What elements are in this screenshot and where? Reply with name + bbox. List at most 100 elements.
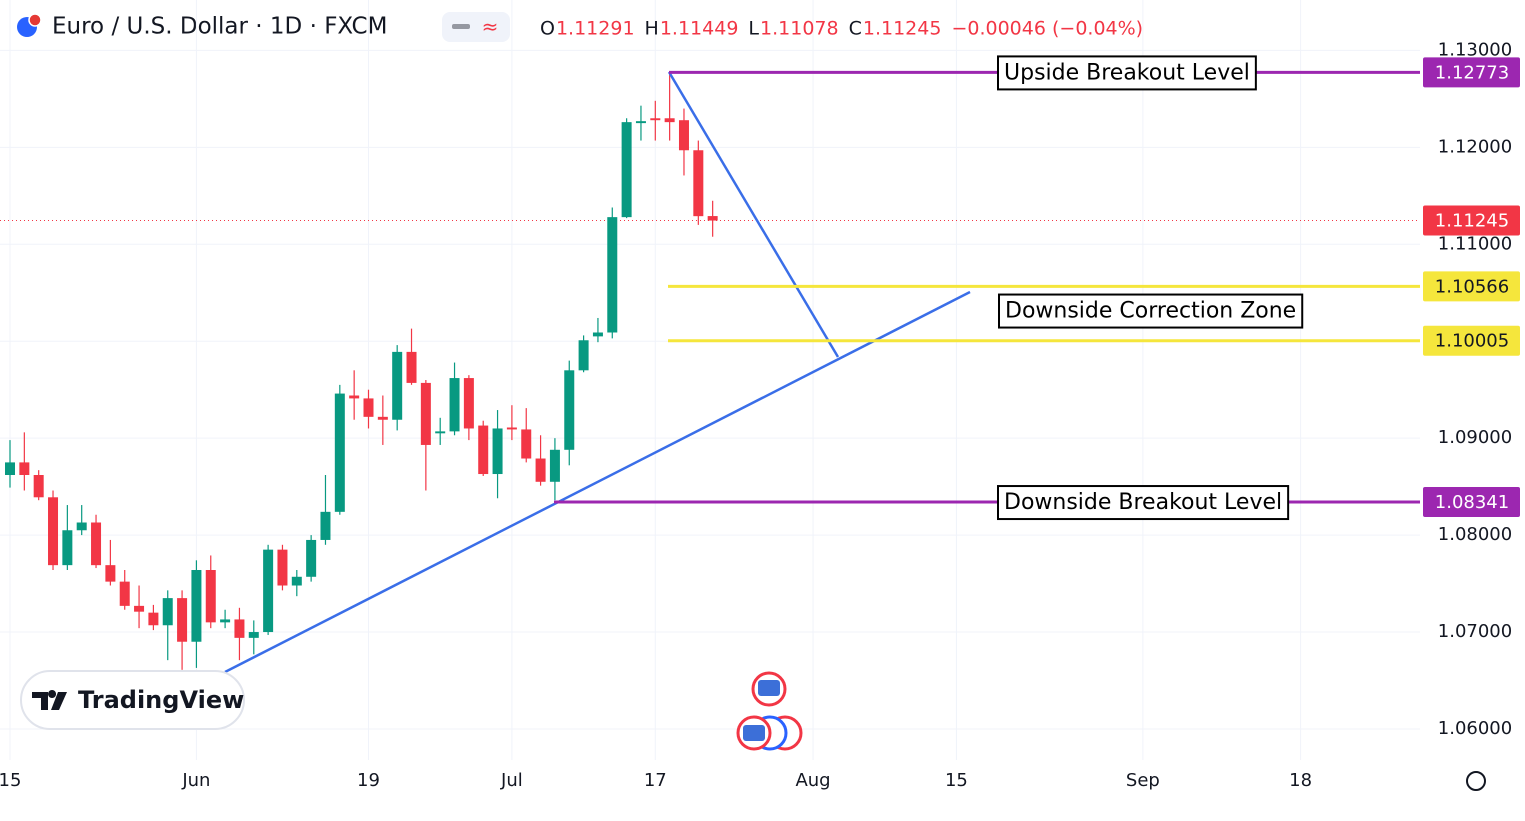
price-tag (1423, 271, 1520, 302)
y-tick-label: 1.09000 (1438, 427, 1512, 448)
icon (452, 24, 470, 29)
candle-body (177, 598, 188, 642)
icon: ≈ (482, 15, 499, 39)
logo-icon (32, 690, 67, 710)
x-tick-label: 19 (357, 770, 380, 791)
level-label: Upside Breakout Level (1004, 60, 1250, 85)
indicator-toggle[interactable] (442, 12, 510, 42)
candle-body (650, 118, 661, 121)
candle-body (521, 429, 532, 459)
candle-body (349, 395, 360, 399)
header: Euro / U.S. Dollar · 1D · FXCM ≈ (17, 12, 510, 42)
price-tag (1423, 205, 1520, 236)
logo-text: TradingView (78, 686, 244, 714)
candle-body (678, 120, 689, 151)
ohlc-label: L (748, 18, 759, 40)
candle-body (134, 605, 145, 612)
price-tag (1423, 487, 1520, 518)
level-label: Downside Breakout Level (1004, 490, 1282, 515)
trend-line (667, 71, 840, 358)
candle-body (191, 570, 202, 642)
candle-body (334, 393, 345, 512)
price-tag-label: 1.11245 (1435, 211, 1509, 232)
candle-body (119, 581, 130, 606)
candle-body (291, 576, 302, 586)
symbol-title: Euro / U.S. Dollar · 1D · FXCM (52, 14, 387, 40)
candle-body (162, 598, 173, 626)
candle-body (277, 549, 288, 586)
candle-body (506, 427, 517, 430)
x-tick-label: 15 (0, 770, 21, 791)
price-tag-label: 1.10005 (1435, 331, 1509, 352)
ohlc-value: 1.11449 (660, 18, 739, 40)
candle-body (435, 431, 446, 434)
candle-body (205, 570, 216, 623)
ohlc-label: O (540, 18, 555, 40)
candle-body (578, 340, 589, 371)
candle-body (607, 217, 618, 333)
logo-badge[interactable] (20, 670, 245, 730)
candle-body (592, 332, 603, 337)
candle-body (363, 398, 374, 417)
candle-body (5, 462, 15, 475)
flag (743, 725, 765, 741)
x-tick-label: Jun (181, 770, 210, 791)
x-tick-label: Sep (1126, 770, 1160, 791)
y-tick-label: 1.07000 (1438, 621, 1512, 642)
candle-body (420, 382, 431, 445)
level-label-box (997, 55, 1257, 91)
ohlc-value: 1.11078 (760, 18, 839, 40)
candle-body (220, 619, 231, 623)
candle-body (664, 118, 675, 123)
change: −0.00046 (−0.04%) (951, 18, 1143, 40)
candle-body (707, 216, 718, 221)
candle-body (549, 449, 560, 482)
candle-body (492, 428, 503, 475)
candle-body (449, 378, 460, 432)
plot-area (0, 0, 1420, 760)
candle-body (406, 351, 417, 383)
price-tag (1423, 325, 1520, 356)
annotation: Downside Correction Zone (1005, 299, 1296, 324)
x-tick-label: Jul (500, 770, 523, 791)
candle-body (48, 497, 59, 566)
x-tick-label: Aug (795, 770, 830, 791)
y-tick-label: 1.11000 (1438, 233, 1512, 254)
trend-line (224, 290, 971, 674)
candle-body (478, 425, 489, 475)
candle-body (19, 462, 30, 475)
y-tick-label: 1.08000 (1438, 524, 1512, 545)
candle-body (463, 378, 474, 429)
candle-body (33, 475, 44, 498)
candle-body (535, 458, 546, 482)
x-tick-label: 15 (945, 770, 968, 791)
candle-body (148, 612, 159, 626)
y-tick-label: 1.12000 (1438, 136, 1512, 157)
symbol-icon (28, 13, 42, 27)
candle-body (263, 549, 274, 633)
watermark: TradingView (20, 670, 245, 730)
price-tag (1423, 57, 1520, 88)
ohlc-label: H (645, 18, 659, 40)
y-tick-label: 1.06000 (1438, 718, 1512, 739)
candle-body (248, 632, 259, 638)
x-tick-label: 17 (644, 770, 667, 791)
y-tick-label: 1.13000 (1438, 39, 1512, 60)
price-tag-label: 1.08341 (1435, 492, 1509, 513)
ohlc-value: 1.11245 (863, 18, 942, 40)
ohlc-value: 1.11291 (556, 18, 635, 40)
candle-body (105, 565, 116, 582)
settings-icon[interactable] (1466, 771, 1486, 791)
candle-body (91, 522, 102, 566)
annotation-box (998, 293, 1304, 329)
candle-body (320, 511, 331, 540)
candle-body (392, 351, 403, 420)
candle-body (76, 522, 87, 531)
x-tick-label: 18 (1289, 770, 1312, 791)
candle-body (234, 619, 245, 638)
price-tag-label: 1.10566 (1435, 276, 1509, 297)
price-tag-label: 1.12773 (1435, 62, 1509, 83)
candle-body (621, 122, 632, 218)
